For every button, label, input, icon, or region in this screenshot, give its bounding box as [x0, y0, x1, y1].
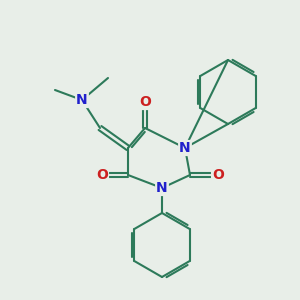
Text: N: N [156, 181, 168, 195]
Text: N: N [76, 93, 88, 107]
Text: N: N [179, 141, 191, 155]
Text: O: O [96, 168, 108, 182]
Text: O: O [212, 168, 224, 182]
Text: O: O [139, 95, 151, 109]
